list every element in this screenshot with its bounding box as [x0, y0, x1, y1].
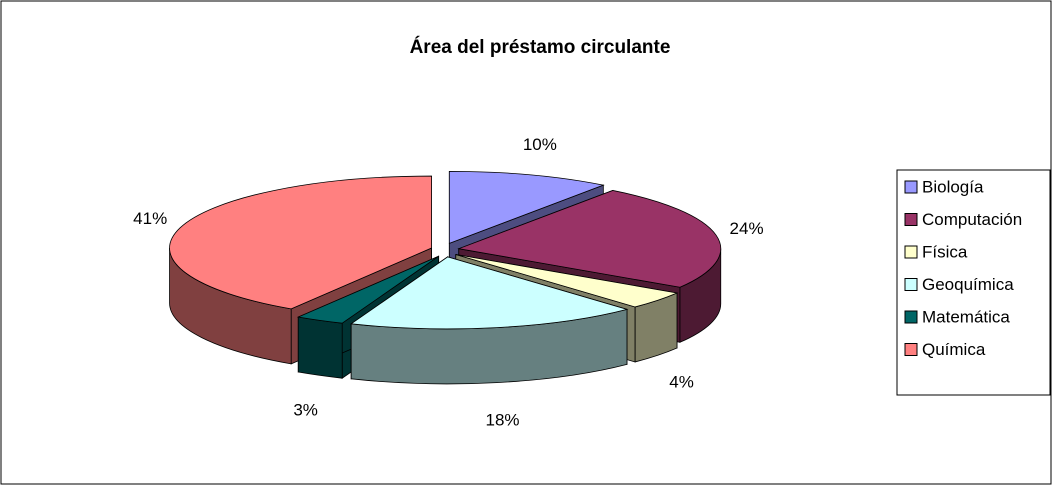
data-label: 41%	[133, 209, 167, 228]
slice	[455, 254, 679, 308]
slice	[296, 255, 439, 324]
slice-outer-wall	[297, 316, 343, 379]
legend-label: Matemática	[922, 307, 1010, 326]
data-label: 24%	[730, 219, 764, 238]
legend-swatch	[904, 278, 918, 291]
slice	[448, 170, 605, 244]
slice	[457, 190, 722, 288]
data-label: 4%	[669, 373, 694, 392]
legend-label: Geoquímica	[922, 275, 1014, 294]
legend-label: Computación	[922, 210, 1022, 229]
legend-swatch	[904, 245, 918, 259]
legend-box	[896, 169, 1051, 396]
slice	[169, 175, 432, 310]
legend-swatch	[904, 310, 918, 324]
slice	[350, 256, 629, 330]
chart-title: Área del préstamo circulante	[410, 36, 671, 58]
legend-label: Física	[922, 242, 968, 261]
data-label: 18%	[486, 411, 520, 430]
legend-swatch	[904, 343, 918, 356]
slice-tops	[169, 170, 722, 330]
legend-swatch	[904, 180, 918, 194]
data-label: 3%	[293, 400, 318, 419]
legend-swatch	[904, 213, 918, 226]
data-label: 10%	[523, 135, 557, 154]
legend-label: Química	[922, 340, 986, 359]
legend-label: Biología	[922, 177, 984, 196]
